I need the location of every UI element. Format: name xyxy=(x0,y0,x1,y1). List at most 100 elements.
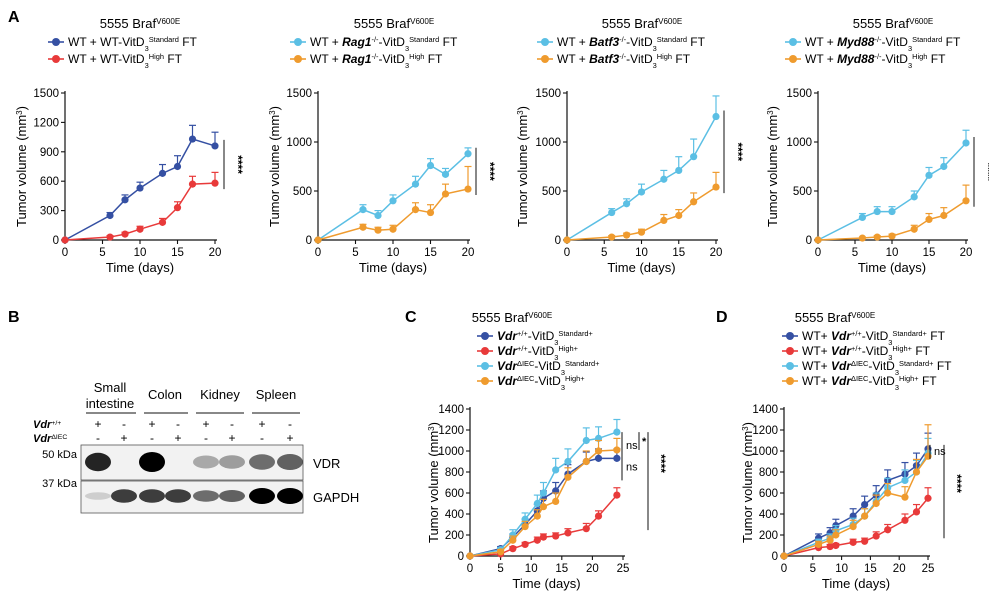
significance-label: **** xyxy=(654,454,668,473)
vdr-band xyxy=(85,452,111,472)
legend-entry: WT+ Vdr+/+-VitD3High+ FT xyxy=(802,344,931,362)
y-axis-label: Tumor volume (mm3) xyxy=(765,106,780,227)
data-point xyxy=(861,512,869,520)
data-point xyxy=(861,500,869,509)
x-tick-label: 0 xyxy=(564,247,570,259)
y-tick-label: 200 xyxy=(445,530,464,542)
significance-label: **** xyxy=(981,163,989,182)
data-point xyxy=(613,454,621,462)
data-point xyxy=(374,226,382,234)
data-point xyxy=(389,197,397,205)
data-point xyxy=(582,436,590,445)
y-tick-label: 0 xyxy=(772,551,778,563)
legend-marker xyxy=(481,362,489,370)
x-tick-label: 15 xyxy=(672,247,685,259)
data-point xyxy=(539,533,548,541)
data-point xyxy=(564,473,572,481)
legend-marker xyxy=(541,55,549,63)
significance-label: **** xyxy=(950,474,964,493)
y-tick-label: 800 xyxy=(445,467,464,479)
y-tick-label: 0 xyxy=(53,235,59,247)
blot-mark: + xyxy=(286,431,293,445)
data-point xyxy=(940,211,948,220)
y-tick-label: 1000 xyxy=(535,137,561,149)
y-tick-label: 1500 xyxy=(33,88,59,100)
x-axis-label: Time (days) xyxy=(822,576,890,591)
blot-mark: - xyxy=(230,417,234,431)
data-point xyxy=(849,523,857,531)
chart-panel-d: 5555 BrafV600E WT+ Vdr+/+-VitD3Standard+ … xyxy=(740,310,964,591)
legend-marker xyxy=(294,38,302,46)
series-cyan xyxy=(814,129,970,244)
data-point xyxy=(912,508,921,516)
data-point xyxy=(901,493,909,501)
x-tick-label: 5 xyxy=(352,247,358,259)
y-tick-label: 1400 xyxy=(438,404,464,416)
blot-mark: + xyxy=(258,417,265,431)
data-point xyxy=(594,447,603,455)
blot-mark: - xyxy=(122,417,126,431)
vdr-band xyxy=(139,452,165,472)
series-red xyxy=(61,171,219,244)
data-point xyxy=(925,215,933,224)
data-point xyxy=(888,207,896,216)
x-tick-label: 5 xyxy=(810,563,816,575)
data-point xyxy=(858,234,867,242)
vdr-band xyxy=(249,454,275,470)
legend-entry: WT + Rag1-/--VitD3Standard FT xyxy=(310,35,458,53)
x-tick-label: 0 xyxy=(315,247,321,259)
data-point xyxy=(690,153,698,161)
y-tick-label: 1200 xyxy=(33,117,59,129)
data-point xyxy=(660,175,668,183)
data-point xyxy=(211,179,219,187)
x-tick-label: 10 xyxy=(525,563,538,575)
legend-entry: WT + Myd88-/--VitD3Standard FT xyxy=(805,35,961,53)
data-point xyxy=(888,232,896,240)
data-point xyxy=(962,197,970,205)
band-label-vdr: VDR xyxy=(313,456,340,471)
data-point xyxy=(173,204,182,212)
chart-title: 5555 BrafV600E xyxy=(472,310,553,325)
x-tick-label: 20 xyxy=(462,247,475,259)
x-tick-label: 0 xyxy=(781,563,787,575)
data-point xyxy=(552,497,560,505)
blot-column-label: Spleen xyxy=(256,387,296,402)
data-point xyxy=(861,537,869,545)
data-point xyxy=(637,188,646,196)
x-tick-label: 5 xyxy=(601,247,607,259)
series-line xyxy=(783,448,929,557)
data-point xyxy=(873,207,881,216)
chart-title: 5555 BrafV600E xyxy=(100,16,181,31)
y-tick-label: 400 xyxy=(445,509,464,521)
y-tick-label: 1400 xyxy=(752,404,778,416)
legend-marker xyxy=(541,38,549,46)
legend-marker xyxy=(789,55,797,63)
data-point xyxy=(552,532,560,540)
blot-mark: + xyxy=(174,431,181,445)
size-marker-50: 50 kDa xyxy=(42,449,78,461)
vdr-band xyxy=(219,455,245,469)
data-point xyxy=(411,206,420,214)
legend-entry: VdrΔIEC-VitD3High+ xyxy=(497,374,585,392)
legend-entry: Vdr+/+-VitD3Standard+ xyxy=(497,329,593,347)
series-orange xyxy=(814,184,970,244)
data-point xyxy=(188,135,197,143)
gapdh-band xyxy=(165,489,191,503)
data-point xyxy=(712,183,720,191)
legend-marker xyxy=(52,38,60,46)
x-tick-label: 0 xyxy=(62,247,68,259)
x-tick-label: 5 xyxy=(99,247,105,259)
data-point xyxy=(940,162,948,171)
gapdh-band xyxy=(85,492,111,500)
y-tick-label: 300 xyxy=(40,206,59,218)
series-cyan xyxy=(563,95,720,244)
y-tick-label: 600 xyxy=(445,488,464,500)
data-point xyxy=(61,236,69,244)
y-tick-label: 600 xyxy=(759,488,778,500)
data-point xyxy=(884,526,892,534)
series-line xyxy=(566,116,717,241)
blot-column-label: intestine xyxy=(86,396,134,411)
data-point xyxy=(832,531,840,539)
data-point xyxy=(690,198,698,206)
chart-title: 5555 BrafV600E xyxy=(853,16,934,31)
